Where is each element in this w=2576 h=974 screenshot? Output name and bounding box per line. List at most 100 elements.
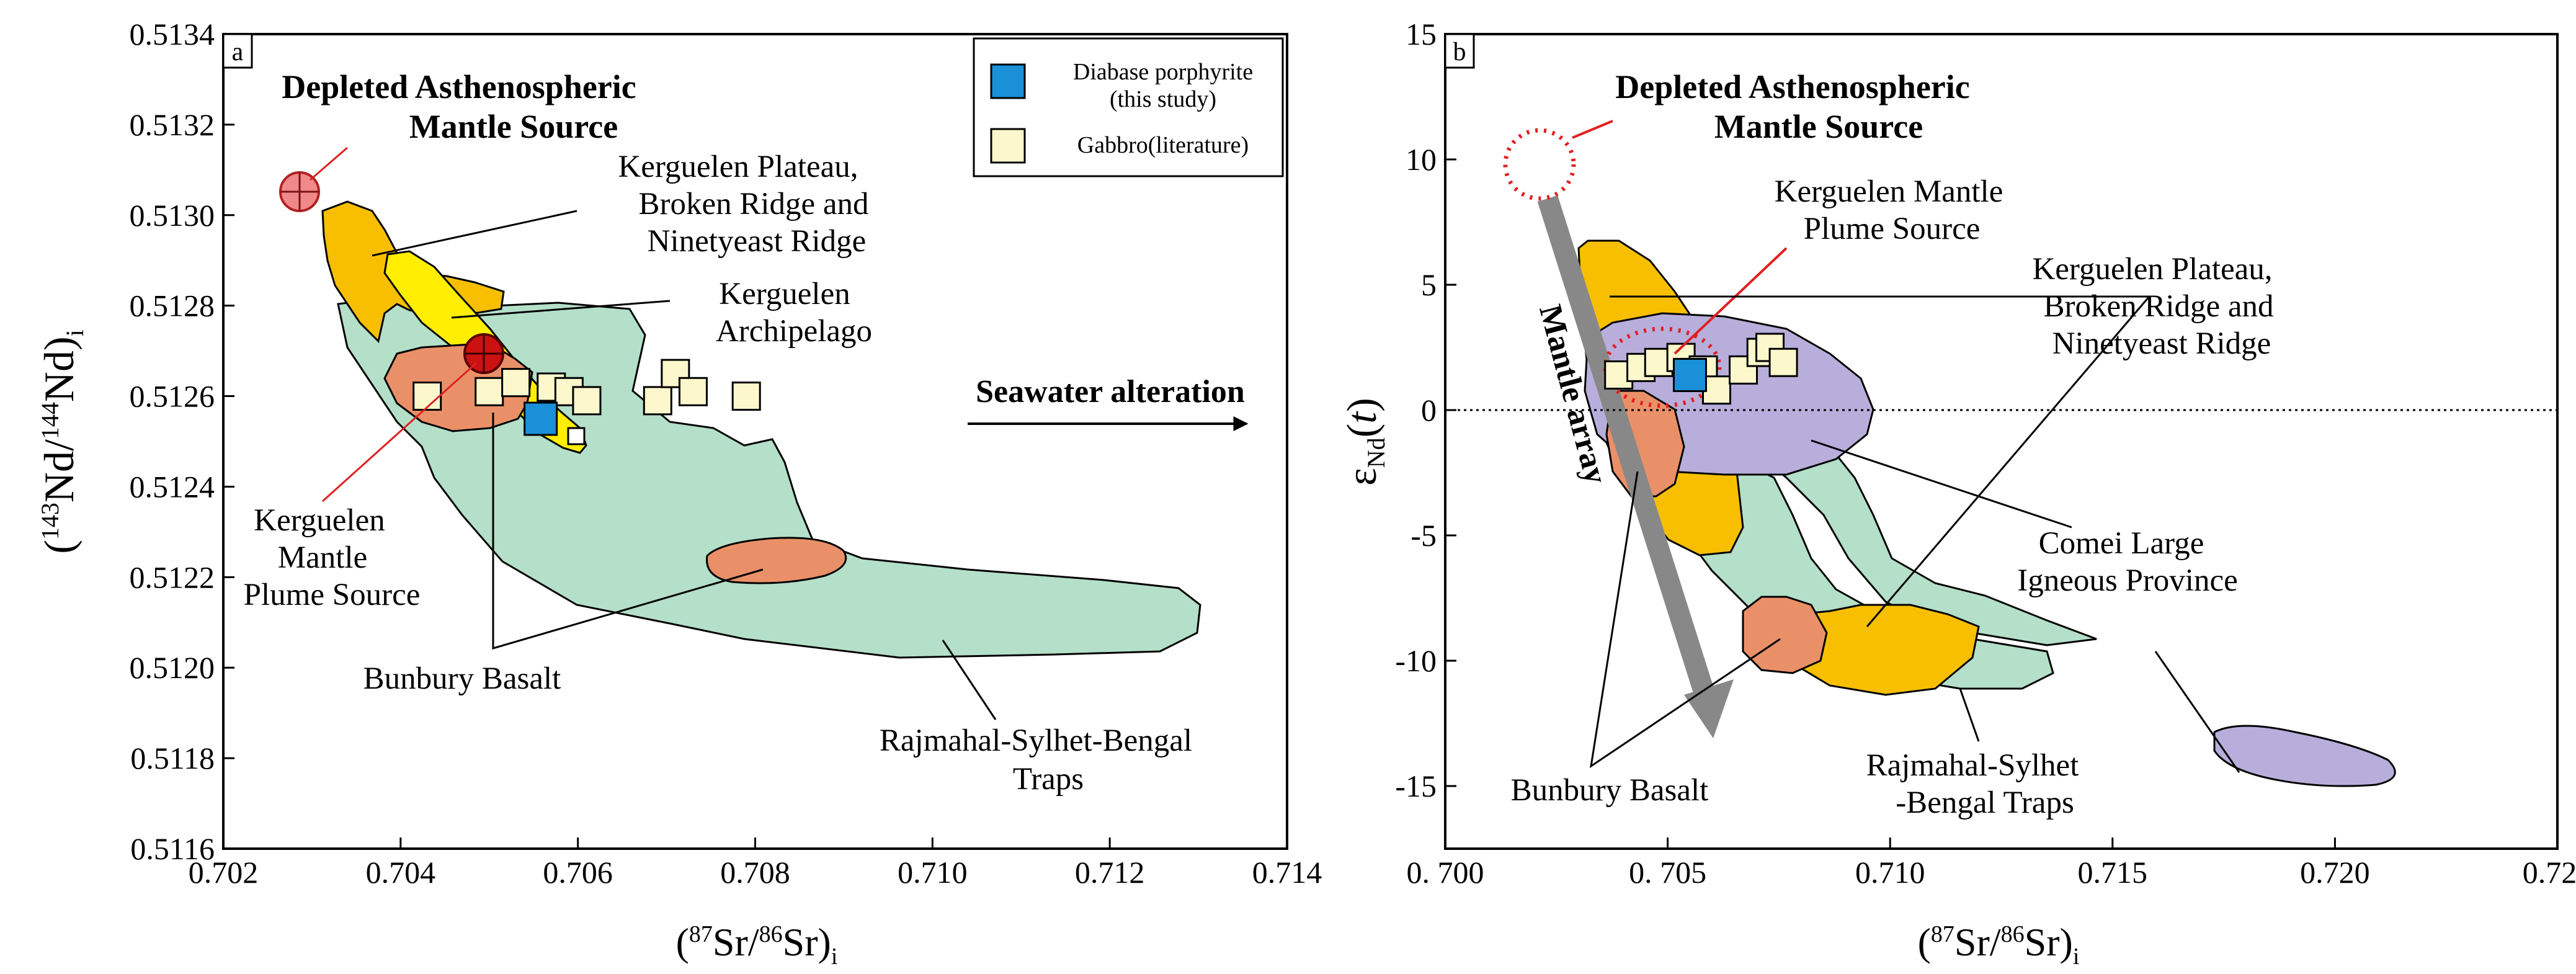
x-tick-label: 0.714 [1252,855,1322,890]
data-point-gabbro [731,382,761,411]
data-point-gabbro [1768,347,1798,377]
x-tick-label: 0.710 [898,855,968,890]
y-tick-label: 0.5130 [130,198,215,233]
x-axis-label-a: (87Sr/86Sr)i [676,920,838,970]
data-point-diabase [524,401,558,436]
arrow-mantle-array [1537,195,1719,711]
x-tick-label: 0.708 [720,855,790,890]
label-kerguelen-plateau-a-1: Kerguelen Plateau, [618,150,858,184]
leader-dams-a [310,146,348,181]
label-rsb-b-1: Rajmahal-Sylhet [1866,748,2079,783]
data-point-gabbro [572,386,602,416]
label-kerguelen-plateau-b-1: Kerguelen Plateau, [2032,252,2272,287]
data-point-gabbro [475,377,504,406]
y-tick-label: 0.5122 [130,560,215,594]
leader-bunbury-b [1589,471,1781,769]
y-tick-label: -15 [1395,769,1437,803]
y-tick-label: 0.5126 [130,379,215,414]
legend-label-diabase-2: (this study) [1110,86,1216,112]
leader-kerguelen-archipelago-a [451,300,671,319]
leader-comei-lip-b2 [2154,651,2240,773]
data-point-gabbro [678,377,708,406]
x-axis-label-b: (87Sr/86Sr)i [1918,920,2080,970]
legend-swatch-diabase [990,63,1026,99]
label-kerguelen-plume-a-2: Mantle [278,540,367,575]
y-tick-label: 0.5118 [130,741,215,775]
field-comei-lip-b2 [2213,725,2396,787]
y-axis-label-b: εNd(t) [1338,398,1390,486]
ticks-a: 0.702 0.704 0.706 0.708 0.710 0.712 0.714 0.511… [130,17,1322,890]
symbol-depleted-mantle-source-b [1503,128,1576,201]
panel-a: 0.702 0.704 0.706 0.708 0.710 0.712 0.714 0.511… [35,17,1322,970]
leader-rsb-b [1959,688,1980,742]
y-tick-label: 0.5134 [130,17,215,51]
data-point-gabbro [501,368,531,398]
diabase-markers-a [524,401,558,436]
label-dams-a-1: Depleted Asthenospheric [282,68,636,105]
label-kerguelen-archipelago-a-1: Kerguelen [719,277,850,311]
leader-kerguelen-plume-b [1674,247,1788,355]
panel-letter-b: b [1453,38,1466,66]
leader-kerguelen-plume-a [321,362,478,503]
y-tick-label: 15 [1406,17,1437,51]
label-rsb-a-2: Traps [1013,762,1084,797]
label-bunbury-b: Bunbury Basalt [1511,773,1709,808]
y-tick-label: 0 [1421,393,1437,427]
label-comei-lip-2: Igneous Province [2017,563,2238,598]
y-tick-label: -5 [1411,518,1437,553]
label-kerguelen-plume-b-2: Plume Source [1804,212,1981,246]
y-tick-label: 0.5132 [130,107,215,142]
symbol-kerguelen-plume-source-b [1603,326,1722,408]
leader-dams-b [1572,120,1613,139]
data-point-small-open-square-a [567,427,586,445]
label-rsb-a-1: Rajmahal-Sylhet-Bengal [880,723,1192,758]
leader-comei-lip-b1 [1811,439,2072,529]
field-kerguelen-plateau-b2 [1791,604,1980,696]
label-kerguelen-archipelago-a-2: Archipelago [716,314,872,349]
x-tick-label: 0. 700 [1407,855,1484,890]
label-kerguelen-plateau-b-3: Ninetyeast Ridge [2052,326,2271,361]
field-bunbury-basalt-b2 [1742,596,1828,674]
x-tick-label: 0.702 [189,855,259,890]
label-rsb-b-2: -Bengal Traps [1896,785,2074,820]
x-tick-label: 0.706 [543,855,613,890]
data-point-gabbro [643,386,672,416]
y-tick-label: 5 [1421,267,1437,302]
x-tick-label: 0.715 [2078,855,2148,890]
leader-bunbury-a [492,413,764,650]
panel-letter-a: a [232,38,244,66]
label-dams-b-1: Depleted Asthenospheric [1615,68,1969,105]
ticks-b: 0. 700 0. 705 0.710 0.715 0.720 0.725 -15 -10 -5… [1395,17,2576,890]
label-kerguelen-plume-a-3: Plume Source [244,578,421,612]
label-kerguelen-plateau-a-3: Ninetyeast Ridge [648,224,867,259]
x-tick-label: 0.725 [2523,855,2576,890]
data-point-gabbro [1701,375,1731,405]
arrow-mantle-array-head [1684,679,1734,738]
x-tick-label: 0.710 [1855,855,1925,890]
x-tick-label: 0.712 [1075,855,1145,890]
legend-label-diabase-1: Diabase porphyrite [1073,59,1253,85]
y-axis-label-a: (143Nd/144Nd)i [35,329,89,554]
label-kerguelen-plume-a-1: Kerguelen [254,503,385,538]
y-tick-label: 10 [1406,142,1437,177]
panel-b: 0. 700 0. 705 0.710 0.715 0.720 0.725 -15 -10 -5… [1338,17,2576,970]
label-kerguelen-plume-b-1: Kerguelen Mantle [1775,174,2003,209]
data-point-gabbro [412,382,442,411]
x-tick-label: 0.720 [2300,855,2370,890]
leader-rsb-a [942,640,997,720]
leader-kerguelen-plateau-b [1610,295,2152,627]
label-kerguelen-plateau-b-2: Broken Ridge and [2043,289,2273,324]
label-kerguelen-plateau-a-2: Broken Ridge and [638,187,868,221]
y-tick-label: 0.5120 [130,650,215,685]
data-point-diabase [1672,357,1707,392]
label-bunbury-a: Bunbury Basalt [363,661,561,696]
leader-kerguelen-plateau-a [372,210,577,257]
field-bunbury-basalt-a2 [706,537,847,584]
x-tick-label: 0. 705 [1629,855,1706,890]
y-tick-label: 0.5116 [130,831,215,866]
label-dams-b-2: Mantle Source [1714,108,1923,145]
plot-frame-b [1444,33,2559,850]
legend-a: Diabase porphyrite (this study) Gabbro(l… [973,37,1284,177]
legend-label-gabbro: Gabbro(literature) [1077,132,1249,158]
